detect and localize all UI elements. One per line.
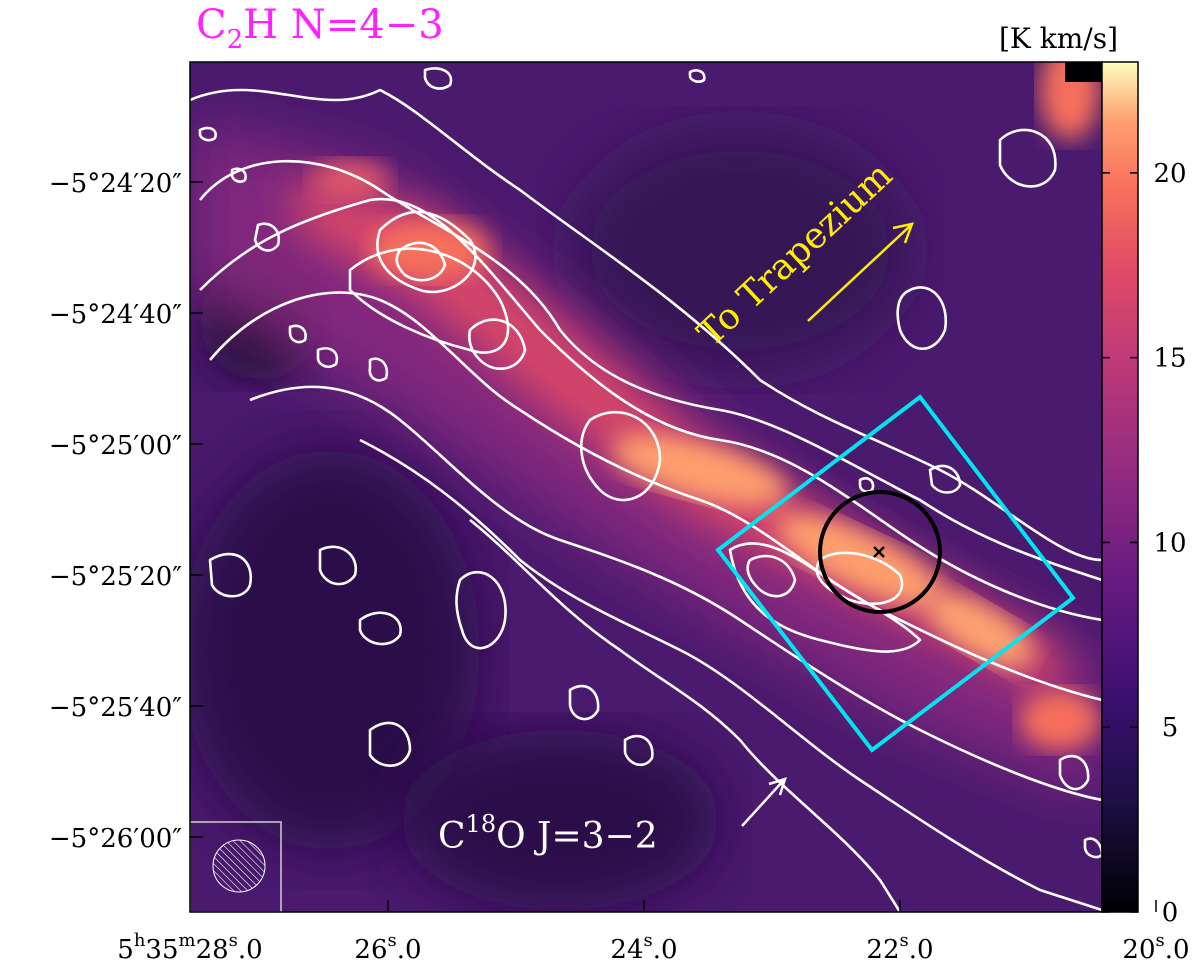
dec-tick-label: −5°25′20″	[49, 562, 182, 592]
ra-tick-label: 5h35m28s.0	[117, 930, 262, 965]
colorbar-tick-label: 10	[1153, 528, 1186, 558]
observation-box	[715, 394, 1076, 753]
colorbar-tick-label: 20	[1153, 159, 1186, 189]
source-marker	[873, 546, 885, 558]
dec-tick-label: −5°24′40″	[49, 300, 182, 330]
colorbar-tick-label: 5	[1162, 713, 1179, 743]
ra-tick-label: 26s.0	[354, 930, 421, 965]
trapezium-arrow-head	[892, 222, 914, 244]
colorbar-tick-label: 15	[1153, 344, 1186, 374]
colorbar-unit: [K km/s]	[999, 22, 1118, 55]
c18o-arrow	[741, 780, 784, 827]
ra-tick-label: 20s.0	[1122, 930, 1189, 965]
dec-tick-label: −5°25′40″	[49, 693, 182, 723]
ra-tick-label: 22s.0	[866, 930, 933, 965]
beam-circle	[818, 490, 942, 614]
c18o-arrow-head	[768, 777, 787, 796]
colorbar	[1101, 61, 1139, 913]
ra-tick-label: 24s.0	[610, 930, 677, 965]
c18o-label: C18O J=3−2	[438, 810, 658, 857]
trapezium-arrow	[807, 225, 911, 322]
c18o-annotation: C18O J=3−2	[438, 777, 787, 857]
dec-tick-label: −5°25′00″	[49, 431, 182, 461]
colorbar-ticks: 0 5 10 15 20	[1102, 159, 1187, 928]
axis-ticks: −5°24′20″ −5°24′40″ −5°25′00″ −5°25′20″ −5°2…	[49, 169, 1190, 965]
dec-tick-label: −5°24′20″	[49, 169, 182, 199]
c18o-contours	[190, 67, 1102, 912]
map-title: C2H N=4−3	[196, 2, 444, 55]
dec-tick-label: −5°26′00″	[49, 824, 182, 854]
colorbar-tick-label: 0	[1162, 898, 1179, 928]
